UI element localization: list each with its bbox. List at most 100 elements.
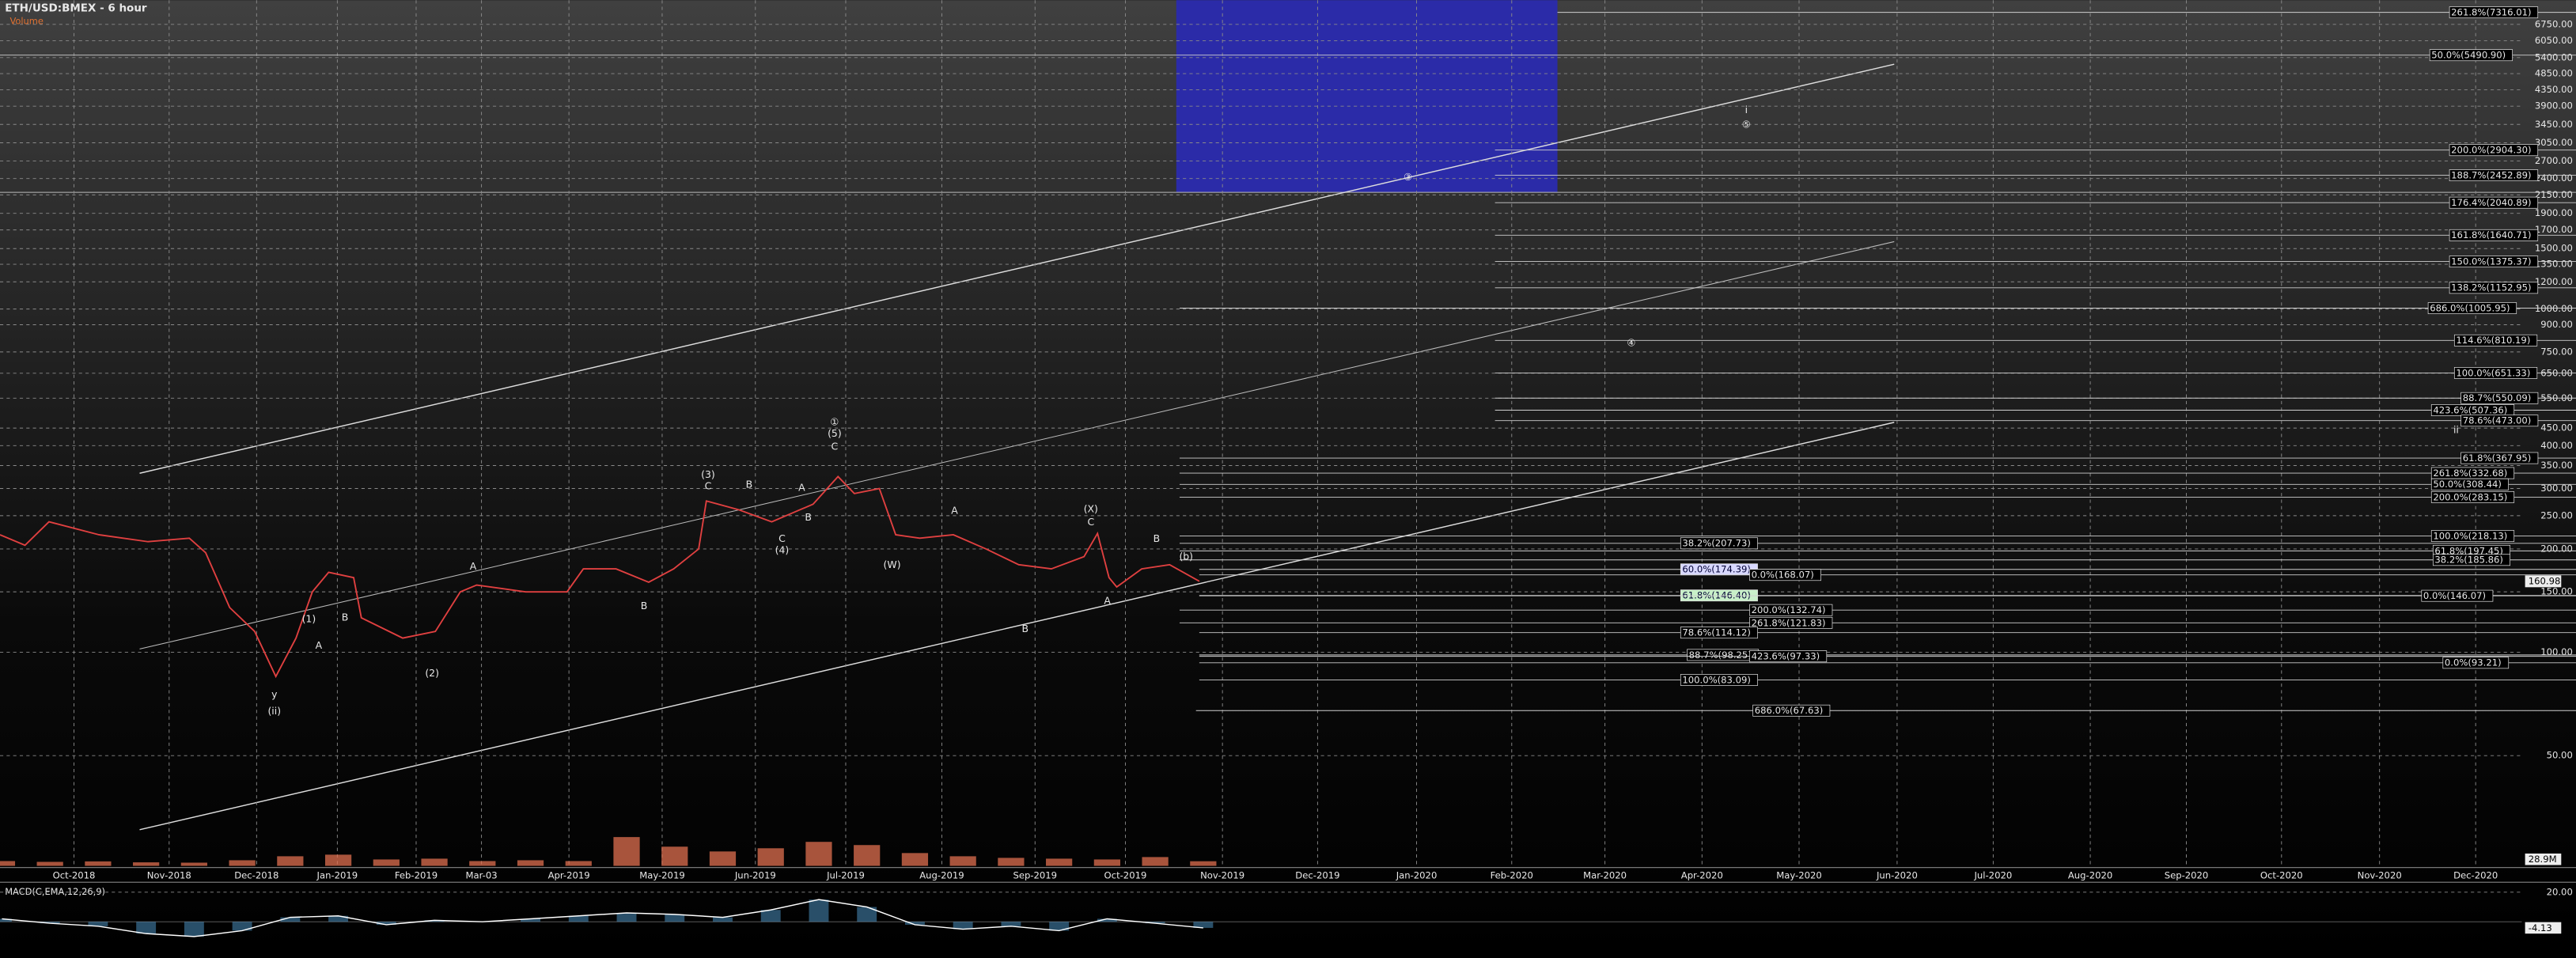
fib-label-box	[2427, 302, 2517, 314]
macd-histogram	[857, 907, 877, 922]
last-price-label: 160.98	[2529, 576, 2561, 587]
wave-label: (ii)	[267, 705, 281, 717]
x-tick-label: Oct-2019	[1104, 869, 1147, 880]
x-tick-label: Jan-2019	[316, 869, 358, 880]
macd-histogram	[521, 918, 540, 922]
y-tick-label: 300.00	[2540, 483, 2573, 494]
volume-current-label: 28.9M	[2529, 854, 2557, 865]
fib-label: 200.0%(2904.30)	[2451, 145, 2531, 156]
fib-label-box	[2453, 367, 2538, 379]
fib-label-box	[1680, 627, 1758, 639]
y-tick-label: 150.00	[2540, 586, 2573, 597]
y-tick-label: 750.00	[2540, 346, 2573, 357]
fib-label: 61.8%(146.40)	[1682, 590, 1751, 601]
macd-title: MACD(C,EMA,12,26,9)	[5, 886, 105, 897]
macd-histogram	[616, 912, 637, 922]
y-tick-label: 400.00	[2540, 440, 2573, 451]
fib-label: 0.0%(93.21)	[2445, 657, 2502, 668]
macd-histogram	[953, 922, 973, 930]
fib-label-box	[1749, 650, 1828, 663]
x-tick-label: Mar-03	[466, 869, 498, 880]
wave-label: ③	[1404, 171, 1412, 183]
fib-label: 261.8%(332.68)	[2433, 468, 2507, 479]
macd-tick-label: 20.00	[2547, 886, 2573, 897]
y-tick-label: 1500.00	[2535, 243, 2573, 254]
channel-line	[139, 422, 1895, 831]
fib-label: 38.2%(207.73)	[1682, 538, 1751, 549]
macd-histogram	[232, 922, 252, 931]
fib-label: 200.0%(132.74)	[1752, 604, 1826, 615]
wave-label: (X)	[1084, 502, 1098, 514]
x-tick-label: Dec-2018	[234, 869, 278, 880]
fib-label: 161.8%(1640.71)	[2451, 229, 2531, 240]
x-tick-label: Nov-2019	[1200, 869, 1244, 880]
wave-label: B	[1154, 532, 1161, 544]
macd-histogram	[1145, 922, 1165, 924]
volume-bar	[709, 851, 737, 866]
fib-label: 423.6%(97.33)	[1752, 651, 1820, 662]
fib-label-box	[2449, 196, 2539, 209]
volume-bar	[565, 861, 592, 866]
macd-histogram	[713, 917, 733, 922]
wave-label: C	[778, 532, 786, 544]
macd-current-label: -4.13	[2529, 922, 2552, 933]
volume-bar	[613, 837, 640, 866]
macd-histogram	[184, 922, 204, 937]
fib-label-box	[2460, 392, 2539, 404]
fib-label: 100.0%(83.09)	[1682, 674, 1751, 685]
fib-label-box	[2460, 452, 2539, 464]
x-tick-label: Mar-2020	[1583, 869, 1627, 880]
wave-label: (5)	[828, 427, 842, 439]
fib-label-box	[2421, 589, 2494, 602]
wave-label: B	[805, 511, 812, 523]
x-tick-label: Feb-2020	[1491, 869, 1533, 880]
x-tick-label: Aug-2019	[919, 869, 964, 880]
volume-bar	[1046, 858, 1073, 866]
fib-label-box	[2429, 49, 2513, 62]
volume-bar	[277, 856, 304, 866]
fib-label: 60.0%(174.39)	[1682, 564, 1751, 575]
y-tick-label: 3050.00	[2535, 137, 2573, 148]
macd-line	[2, 899, 1203, 937]
fib-label-box	[2453, 334, 2538, 346]
volume-bar	[421, 858, 448, 866]
fib-label: 50.0%(308.44)	[2433, 479, 2502, 490]
wave-label: A	[951, 504, 958, 516]
fib-label-box	[2449, 256, 2539, 267]
y-tick-label: 1350.00	[2535, 259, 2573, 270]
wave-label: (3)	[701, 468, 715, 480]
wave-label: A	[798, 481, 805, 493]
wave-label: B	[342, 611, 349, 623]
volume-bar	[324, 854, 352, 866]
fib-label: 78.6%(473.00)	[2463, 415, 2532, 426]
x-tick-label: Jun-2020	[1876, 869, 1918, 880]
volume-bar	[0, 861, 16, 866]
fib-label-box	[2449, 282, 2539, 294]
macd-histogram	[1049, 922, 1070, 931]
x-tick-label: Oct-2018	[53, 869, 96, 880]
chart-title: ETH/USD:BMEX - 6 hour	[5, 2, 147, 15]
x-tick-label: Jul-2020	[1973, 869, 2012, 880]
volume-bar	[661, 846, 688, 866]
volume-bar	[805, 842, 832, 866]
wave-label: B	[1021, 623, 1029, 634]
fib-label-box	[1752, 704, 1831, 717]
fib-label: 686.0%(67.63)	[1755, 705, 1824, 716]
x-tick-label: Feb-2019	[395, 869, 438, 880]
y-tick-label: 250.00	[2540, 509, 2573, 521]
wave-label: ④	[1627, 337, 1635, 349]
x-tick-label: Oct-2020	[2260, 869, 2303, 880]
volume-title: Volume	[9, 16, 43, 27]
wave-label: C	[1087, 516, 1094, 528]
macd-histogram	[424, 920, 445, 922]
fib-label: 176.4%(2040.89)	[2451, 197, 2531, 208]
fib-label-box	[1749, 616, 1833, 629]
y-tick-label: 1700.00	[2535, 224, 2573, 235]
y-tick-label: 200.00	[2540, 543, 2573, 554]
fib-label: 200.0%(283.15)	[2433, 491, 2507, 502]
wave-label: A	[316, 639, 323, 651]
fib-label: 38.2%(185.86)	[2434, 555, 2503, 566]
y-tick-label: 6050.00	[2535, 35, 2573, 46]
volume-bar	[469, 861, 496, 866]
